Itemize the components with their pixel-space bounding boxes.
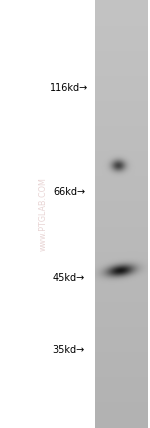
Text: www.PTGLAB.COM: www.PTGLAB.COM bbox=[39, 177, 48, 251]
Text: 116kd→: 116kd→ bbox=[50, 83, 88, 93]
Text: 45kd→: 45kd→ bbox=[53, 273, 85, 283]
Text: 66kd→: 66kd→ bbox=[53, 187, 85, 197]
Text: 35kd→: 35kd→ bbox=[53, 345, 85, 355]
